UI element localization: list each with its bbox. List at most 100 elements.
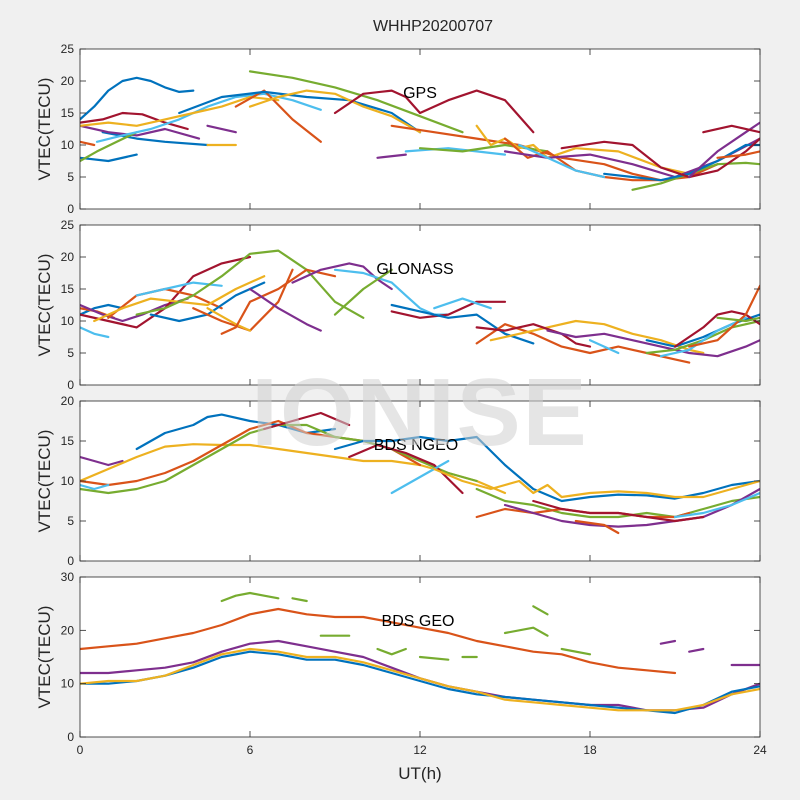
panel-0-series-14 <box>248 89 422 134</box>
panel-1-series-1 <box>80 326 110 339</box>
panel-1: 0 5 10 15 20 25 VTEC(TECU) GLONASS <box>35 218 761 392</box>
panel-0-series-11 <box>248 70 464 134</box>
panel-1-series-7 <box>135 281 223 297</box>
panel-0-ytick-label-5: 25 <box>61 42 75 56</box>
panel-2-series-0 <box>80 455 124 467</box>
xtick-label-3: 18 <box>583 743 597 757</box>
panel-1-series-27 <box>659 316 747 358</box>
panel-2-series-9 <box>333 435 760 503</box>
panel-3-series-13 <box>659 639 677 645</box>
panel-0: 0 5 10 15 20 25 VTEC(TECU) GPS <box>35 42 761 216</box>
panel-0-series-2 <box>80 153 138 163</box>
panel-3-y-axis-label: VTEC(TECU) <box>35 606 54 709</box>
x-axis-label: UT(h) <box>398 764 441 783</box>
panel-3-series-4 <box>220 591 280 603</box>
panel-2-series-11 <box>475 487 760 519</box>
panel-0-series-group <box>80 70 760 191</box>
panel-1-series-12 <box>220 268 337 335</box>
watermark-text: IONISE <box>251 359 588 466</box>
panel-1-plot-area <box>80 225 760 385</box>
panel-3-series-8 <box>418 655 450 661</box>
panel-0-series-29 <box>716 150 760 159</box>
panel-2-ytick-label-1: 5 <box>67 514 74 528</box>
panel-0-series-6 <box>95 92 322 143</box>
panel-0-series-0 <box>80 76 195 121</box>
panel-2-ytick-label-4: 20 <box>61 394 75 408</box>
panel-0-series-5 <box>80 131 138 163</box>
panel-1-series-17 <box>390 300 507 319</box>
panel-1-series-13 <box>291 262 393 291</box>
panel-1-series-14 <box>248 287 322 332</box>
panel-0-series-20 <box>475 124 691 175</box>
panel-1-series-28 <box>673 310 760 348</box>
panel-1-series-23 <box>546 329 760 358</box>
panel-2-series-7 <box>348 443 464 495</box>
panel-2-plot-area <box>80 401 760 561</box>
panel-2-series-13 <box>503 487 760 528</box>
panel-1-series-21 <box>489 319 705 355</box>
xtick-label-0: 0 <box>77 743 84 757</box>
panel-0-series-4 <box>80 124 201 140</box>
xtick-label-1: 6 <box>247 743 254 757</box>
panel-0-series-27 <box>688 121 760 179</box>
panel-0-system-label: GPS <box>403 85 437 102</box>
panel-1-series-19 <box>433 297 492 310</box>
panel-2-y-axis-label: VTEC(TECU) <box>35 430 54 533</box>
panel-2-series-6 <box>263 411 351 431</box>
panel-2-series-16 <box>673 491 760 519</box>
panel-3-series-7 <box>376 647 407 656</box>
panel-0-series-17 <box>376 153 407 159</box>
panel-0-series-23 <box>518 143 606 179</box>
panel-0-ytick-label-4: 20 <box>61 74 75 88</box>
panel-0-series-12 <box>234 89 322 143</box>
panel-1-series-29 <box>688 284 760 348</box>
panel-2-series-10 <box>433 467 760 499</box>
panel-1-ytick-label-3: 15 <box>61 282 75 296</box>
panel-0-series-10 <box>206 124 237 134</box>
panel-0-series-9 <box>80 140 96 147</box>
panel-3-series-11 <box>532 605 549 616</box>
panel-3-ytick-label-1: 10 <box>61 677 75 691</box>
panel-3: 0 10 20 30 0 6 12 18 24 VTEC(TECU) BDS GEO <box>35 570 767 757</box>
panel-2-ytick-label-2: 10 <box>61 474 75 488</box>
panel-3-series-12 <box>560 647 592 656</box>
panel-3-ytick-label-3: 30 <box>61 570 75 584</box>
panel-2-series-1 <box>135 413 337 451</box>
panel-0-series-24 <box>631 161 760 191</box>
panel-3-series-10 <box>503 626 549 637</box>
panel-3-system-label: BDS GEO <box>382 613 455 630</box>
panel-3-series-group <box>80 591 760 715</box>
panel-3-ytick-label-2: 20 <box>61 623 75 637</box>
panel-2-series-5 <box>80 483 110 491</box>
panel-1-series-22 <box>475 323 592 348</box>
panel-1-ytick-label-4: 20 <box>61 250 75 264</box>
panel-0-ytick-label-0: 0 <box>67 202 74 216</box>
panels-group: 0 5 10 15 20 25 VTEC(TECU) GPS 0 5 10 15 20 25 VTEC(TE… <box>35 42 767 757</box>
panel-0-series-13 <box>178 90 422 134</box>
panel-0-series-15 <box>333 89 535 134</box>
panel-2-series-8 <box>390 459 450 495</box>
panel-1-ytick-label-0: 0 <box>67 378 74 392</box>
panel-1-ytick-label-5: 25 <box>61 218 75 232</box>
panel-2: 0 5 10 15 20 VTEC(TECU) BDS NGEO <box>35 394 761 568</box>
panel-1-series-30 <box>716 316 760 323</box>
xtick-label-4: 24 <box>753 743 767 757</box>
panel-1-series-16 <box>333 268 393 316</box>
panel-1-series-0 <box>80 303 124 316</box>
panel-2-ytick-label-3: 15 <box>61 434 75 448</box>
xtick-label-2: 12 <box>413 743 427 757</box>
panel-1-series-24 <box>588 339 620 355</box>
panel-0-ytick-label-2: 10 <box>61 138 75 152</box>
panel-1-ytick-label-2: 10 <box>61 314 75 328</box>
panel-0-series-28 <box>702 124 760 134</box>
chart-title: WHHP20200707 <box>373 18 493 35</box>
panel-1-series-9 <box>135 249 365 319</box>
panel-3-ytick-label-0: 0 <box>67 730 74 744</box>
panel-2-ytick-label-0: 0 <box>67 554 74 568</box>
panel-0-y-axis-label: VTEC(TECU) <box>35 78 54 181</box>
panel-0-series-7 <box>80 95 280 127</box>
panel-2-series-15 <box>574 519 620 535</box>
panel-1-ytick-label-1: 5 <box>67 346 74 360</box>
panel-0-ytick-label-1: 5 <box>67 170 74 184</box>
